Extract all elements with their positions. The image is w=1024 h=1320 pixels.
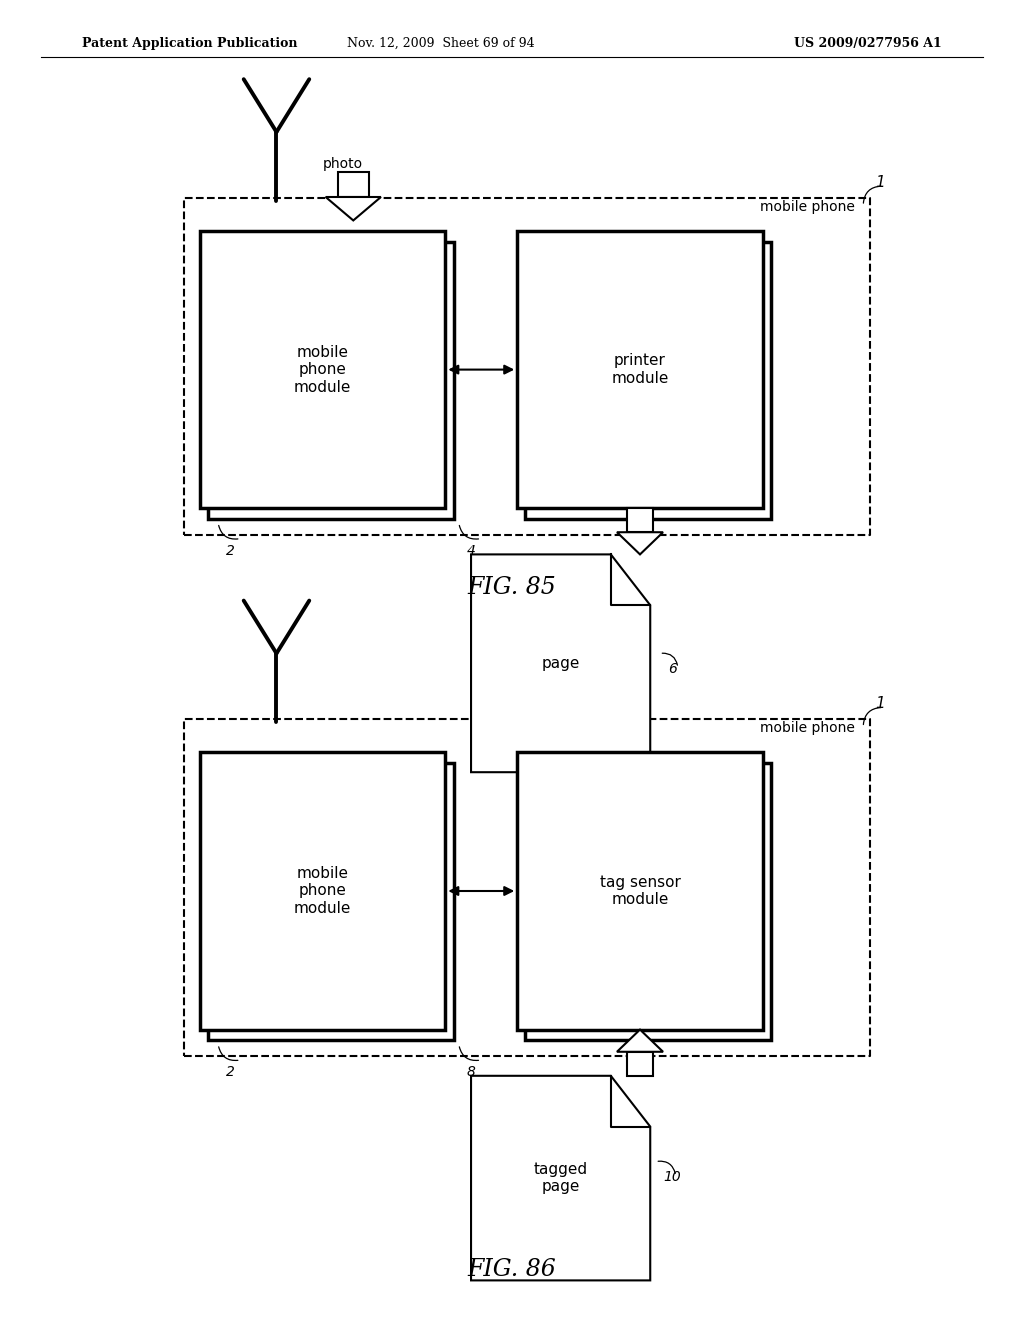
Text: 8: 8 bbox=[467, 1065, 475, 1080]
Text: mobile phone: mobile phone bbox=[760, 199, 855, 214]
Text: FIG. 86: FIG. 86 bbox=[468, 1258, 556, 1282]
Text: FIG. 85: FIG. 85 bbox=[468, 576, 556, 599]
Polygon shape bbox=[616, 532, 664, 554]
Bar bbox=[517, 231, 763, 508]
Text: tagged
page: tagged page bbox=[534, 1162, 588, 1195]
Text: printer
module: printer module bbox=[611, 354, 669, 385]
Text: 1: 1 bbox=[876, 174, 886, 190]
Text: mobile phone: mobile phone bbox=[760, 721, 855, 735]
Polygon shape bbox=[616, 1030, 664, 1052]
Bar bbox=[525, 242, 771, 519]
Text: US 2009/0277956 A1: US 2009/0277956 A1 bbox=[795, 37, 942, 50]
Polygon shape bbox=[471, 554, 650, 772]
Polygon shape bbox=[326, 197, 381, 220]
Bar bbox=[517, 752, 763, 1030]
Text: tag sensor
module: tag sensor module bbox=[600, 875, 680, 907]
Text: Nov. 12, 2009  Sheet 69 of 94: Nov. 12, 2009 Sheet 69 of 94 bbox=[346, 37, 535, 50]
Text: 4: 4 bbox=[467, 544, 475, 558]
Bar bbox=[338, 172, 369, 197]
Bar bbox=[627, 508, 653, 532]
Text: photo: photo bbox=[323, 157, 362, 170]
Bar bbox=[525, 763, 771, 1040]
Text: 10: 10 bbox=[664, 1171, 681, 1184]
Text: mobile
phone
module: mobile phone module bbox=[294, 345, 351, 395]
Text: mobile
phone
module: mobile phone module bbox=[294, 866, 351, 916]
Bar bbox=[200, 231, 445, 508]
Text: 1: 1 bbox=[876, 696, 886, 711]
Bar bbox=[208, 242, 454, 519]
Bar bbox=[627, 1052, 653, 1076]
Text: page: page bbox=[542, 656, 580, 671]
Bar bbox=[200, 752, 445, 1030]
Polygon shape bbox=[471, 1076, 650, 1280]
Text: Patent Application Publication: Patent Application Publication bbox=[82, 37, 297, 50]
Text: 6: 6 bbox=[668, 663, 677, 676]
Text: 2: 2 bbox=[226, 1065, 234, 1080]
Bar bbox=[208, 763, 454, 1040]
Text: 2: 2 bbox=[226, 544, 234, 558]
